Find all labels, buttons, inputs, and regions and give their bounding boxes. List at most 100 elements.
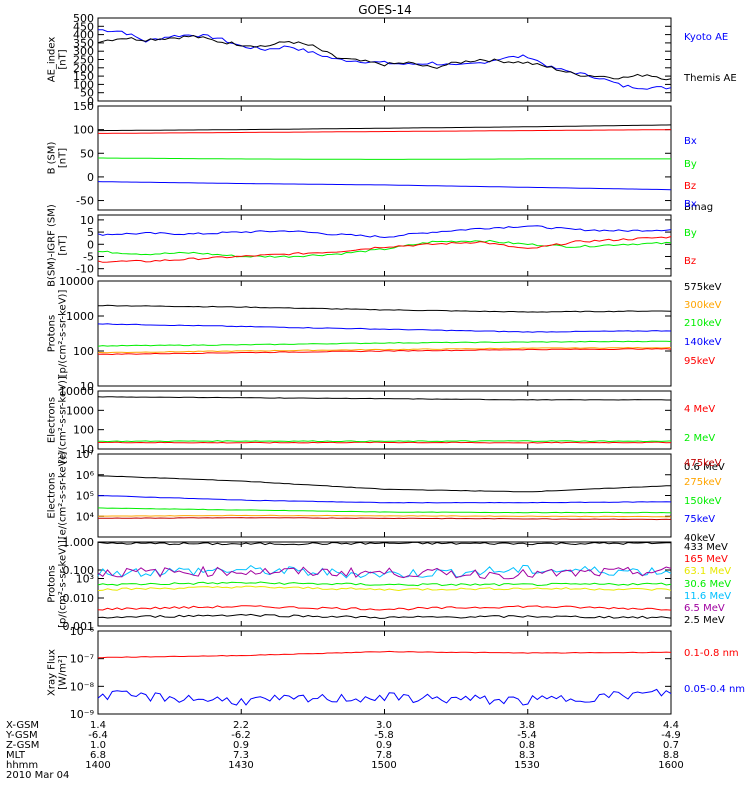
series-line-275kev — [97, 514, 672, 518]
series-line-433-mev — [97, 541, 672, 546]
footer-value: 1430 — [228, 760, 253, 771]
legend-entry: 30.6 MeV — [684, 579, 731, 590]
panel-frame — [97, 17, 672, 102]
y-tick-label: 0 — [87, 95, 94, 108]
y-tick-label: 10⁴ — [76, 510, 95, 523]
footer-value: 0.9 — [376, 740, 392, 751]
footer-value: 3.0 — [376, 720, 392, 731]
legend-entry: 165 MeV — [684, 554, 728, 565]
y-tick-label: 10⁵ — [76, 490, 94, 503]
y-tick-label: 0.001 — [63, 620, 95, 633]
legend-entry: By — [684, 159, 697, 170]
y-tick-label: 250 — [73, 54, 94, 67]
footer-row-label: MLT — [6, 750, 26, 761]
panel-6: 10³ 10⁴ 10⁵ 10⁶ 10⁷ Electrons [e/(cm²-s-sr-keV… — [47, 448, 722, 586]
legend-entry: 150keV — [684, 496, 722, 507]
y-tick-label: 10⁶ — [76, 469, 95, 482]
panel-4: 10 100 1000 10000 Protons [p/(cm²-s-sr-keV)] 5… — [47, 275, 722, 393]
series-line-150kev — [97, 507, 672, 514]
footer-value: 2.2 — [233, 720, 249, 731]
footer-value: 8.8 — [663, 750, 679, 761]
footer-value: -5.4 — [517, 730, 537, 741]
legend-entry: 63.1 MeV — [684, 566, 731, 577]
footer-value: -6.4 — [88, 730, 108, 741]
series-line-4-mev — [97, 441, 672, 444]
series-line-475kev — [97, 517, 672, 521]
footer-row-label: X-GSM — [6, 720, 39, 731]
footer-value: 4.4 — [663, 720, 679, 731]
series-line-140kev — [97, 323, 672, 333]
y-axis-label: Electrons — [47, 472, 58, 518]
series-line-by — [97, 239, 672, 258]
footer-ephemeris: X-GSM 1.4 2.2 3.0 3.8 4.4 Y-GSM -6.4 -6.2 -5.8 -5.… — [5, 720, 684, 781]
y-axis-label: [e/(cm²-s-sr-keV)] — [58, 376, 69, 464]
panel-frame — [97, 105, 672, 211]
legend-entry: 475keV — [684, 458, 722, 469]
series-line-300kev — [97, 346, 672, 354]
y-tick-label: 450 — [73, 20, 94, 33]
y-axis-label: [p/(cm²-s-sr-keV)] — [58, 540, 69, 628]
y-tick-label: 350 — [73, 37, 94, 50]
series-line-40kev — [97, 475, 671, 493]
series-line-kyoto-ae — [97, 29, 672, 90]
legend-entry: 2 MeV — [684, 433, 715, 444]
y-tick-label: 500 — [73, 12, 94, 25]
footer-value: -5.8 — [374, 730, 394, 741]
y-tick-label: 5 — [87, 226, 94, 239]
y-tick-label: 0.100 — [63, 564, 95, 577]
y-tick-label: 10000 — [59, 275, 94, 288]
y-tick-label: -5 — [83, 250, 94, 263]
y-axis-label: B(SM)-IGRF (SM) — [47, 204, 58, 287]
legend-entry: 4 MeV — [684, 404, 715, 415]
y-tick-label: 100 — [73, 78, 94, 91]
footer-value: 6.8 — [90, 750, 106, 761]
footer-value: 0.7 — [663, 740, 679, 751]
series-line-6-5-mev — [97, 565, 672, 580]
series-line-0-1-0-8-nm — [97, 650, 672, 659]
y-tick-label: 100 — [73, 424, 94, 437]
y-axis-label: AE_index — [47, 37, 58, 83]
series-line-0-6-mev — [97, 396, 671, 401]
legend-entry: Bz — [684, 256, 696, 267]
figure-title: GOES-14 — [358, 3, 412, 17]
footer-value: 1.4 — [90, 720, 106, 731]
footer-value: 1.0 — [90, 740, 106, 751]
y-tick-label: 50 — [80, 147, 94, 160]
y-tick-label: 0.010 — [63, 592, 95, 605]
footer-value: 8.3 — [519, 750, 535, 761]
legend-entry: 140keV — [684, 337, 722, 348]
legend-entry: 210keV — [684, 318, 722, 329]
legend-entry: 433 MeV — [684, 542, 728, 553]
y-axis-label: B (SM) — [47, 141, 58, 174]
legend-entry: Bz — [684, 181, 696, 192]
legend-entry: Themis AE — [683, 73, 737, 84]
series-line-63-1-mev — [97, 585, 672, 592]
y-tick-label: 1.000 — [63, 536, 95, 549]
footer-value: 1400 — [85, 760, 110, 771]
panel-frame — [97, 280, 672, 387]
series-line-30-6-mev — [97, 581, 672, 587]
legend-entry: 0.05-0.4 nm — [684, 684, 745, 695]
series-line-themis-ae — [97, 34, 672, 81]
y-axis-label: [nT] — [58, 148, 69, 168]
legend-entry: 6.5 MeV — [684, 603, 725, 614]
y-axis-label: Electrons — [47, 397, 58, 443]
y-tick-label: 400 — [73, 29, 94, 42]
y-tick-label: 10³ — [76, 573, 94, 586]
y-tick-label: 10⁻⁶ — [70, 625, 95, 638]
footer-row-label: Y-GSM — [5, 730, 38, 741]
y-tick-label: -50 — [76, 195, 94, 208]
series-line-210kev — [97, 340, 672, 347]
legend-entry: Bx — [684, 199, 697, 210]
series-line-165-mev — [97, 605, 672, 611]
series-line-0-05-0-4-nm — [97, 688, 672, 706]
y-axis-label: Protons — [47, 315, 58, 352]
y-tick-label: 100 — [73, 124, 94, 137]
legend-entry: Bmag — [684, 202, 713, 213]
footer-value: -4.9 — [661, 730, 681, 741]
y-axis-label: [e/(cm²-s-sr-keV)] — [58, 452, 69, 540]
y-tick-label: 100 — [73, 345, 94, 358]
footer-value: 7.8 — [376, 750, 392, 761]
